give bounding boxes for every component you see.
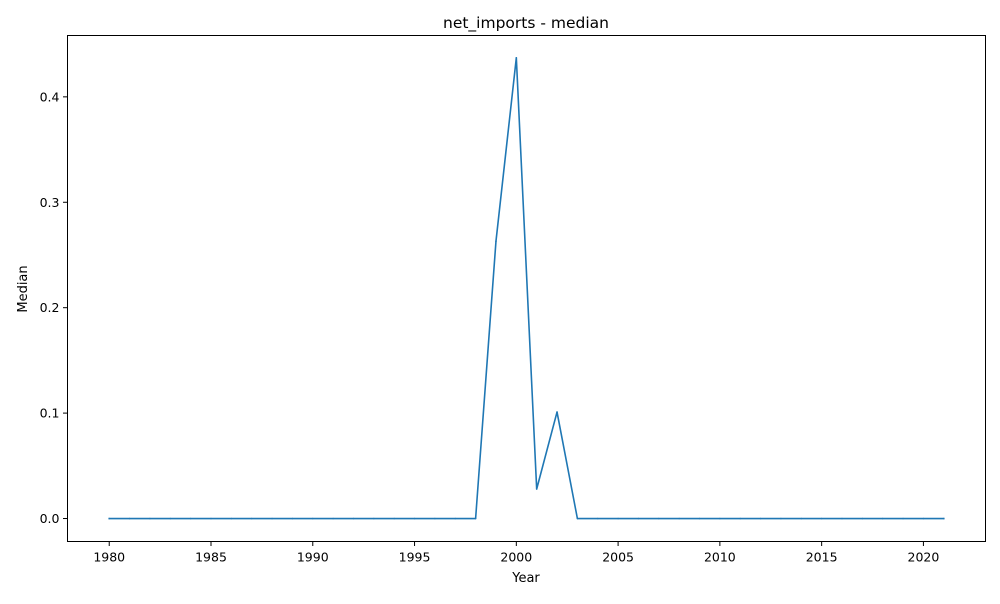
data-point bbox=[556, 411, 558, 413]
data-point bbox=[617, 517, 619, 520]
data-point bbox=[942, 517, 945, 520]
data-point bbox=[250, 517, 253, 520]
data-point bbox=[800, 517, 803, 520]
data-point bbox=[291, 517, 294, 520]
x-tick-label: 2005 bbox=[602, 550, 634, 565]
data-point bbox=[780, 517, 782, 520]
data-point bbox=[719, 517, 721, 520]
data-point bbox=[393, 517, 395, 520]
data-point bbox=[820, 517, 823, 520]
y-axis-label: Median bbox=[16, 265, 31, 312]
chart-title: net_imports - median bbox=[443, 14, 609, 33]
x-tick-label: 2010 bbox=[704, 550, 736, 565]
data-point bbox=[902, 517, 904, 520]
data-point bbox=[169, 517, 172, 520]
series-line bbox=[108, 57, 945, 520]
data-point bbox=[678, 517, 680, 520]
data-point bbox=[434, 517, 436, 520]
data-point bbox=[352, 517, 355, 520]
data-point bbox=[128, 517, 131, 520]
data-point bbox=[658, 517, 660, 520]
data-point bbox=[495, 240, 497, 243]
x-tick-label: 1990 bbox=[297, 550, 329, 565]
data-point bbox=[149, 517, 151, 520]
data-point bbox=[841, 517, 843, 520]
y-tick-label: 0.1 bbox=[40, 406, 60, 421]
data-point bbox=[210, 517, 212, 520]
x-axis-ticks: 1980 1985 1990 1995 2000 2005 2010 2015 2020 bbox=[93, 541, 940, 565]
series-layer bbox=[108, 57, 945, 520]
y-tick-label: 0.3 bbox=[40, 195, 60, 210]
y-tick-label: 0.2 bbox=[40, 300, 60, 315]
x-tick-label: 2020 bbox=[908, 550, 940, 565]
data-point bbox=[698, 517, 701, 520]
data-point bbox=[271, 517, 273, 520]
x-axis-label: Year bbox=[511, 571, 540, 586]
x-tick-label: 1980 bbox=[93, 550, 125, 565]
data-point bbox=[454, 517, 457, 520]
data-point bbox=[596, 517, 599, 520]
data-point bbox=[413, 517, 416, 520]
data-point bbox=[861, 517, 864, 520]
data-point bbox=[332, 517, 334, 520]
data-point bbox=[922, 517, 925, 520]
data-point bbox=[189, 517, 192, 520]
data-point bbox=[108, 517, 111, 520]
data-point bbox=[373, 517, 375, 520]
y-tick-label: 0.4 bbox=[40, 89, 60, 104]
data-point bbox=[637, 517, 640, 520]
x-tick-label: 1995 bbox=[399, 550, 431, 565]
data-point bbox=[576, 517, 579, 520]
x-tick-label: 2015 bbox=[806, 550, 838, 565]
data-point bbox=[515, 57, 518, 59]
data-point bbox=[230, 517, 233, 520]
data-point bbox=[535, 488, 538, 490]
data-point bbox=[739, 517, 742, 520]
y-axis-ticks: 0.0 0.1 0.2 0.3 0.4 bbox=[40, 89, 68, 526]
data-point bbox=[881, 517, 884, 520]
x-tick-label: 1985 bbox=[195, 550, 227, 565]
x-tick-label: 2000 bbox=[500, 550, 532, 565]
y-tick-label: 0.0 bbox=[40, 511, 60, 526]
data-point bbox=[759, 517, 762, 520]
data-point bbox=[474, 517, 477, 520]
plot-frame bbox=[67, 35, 986, 542]
data-point bbox=[311, 517, 314, 520]
